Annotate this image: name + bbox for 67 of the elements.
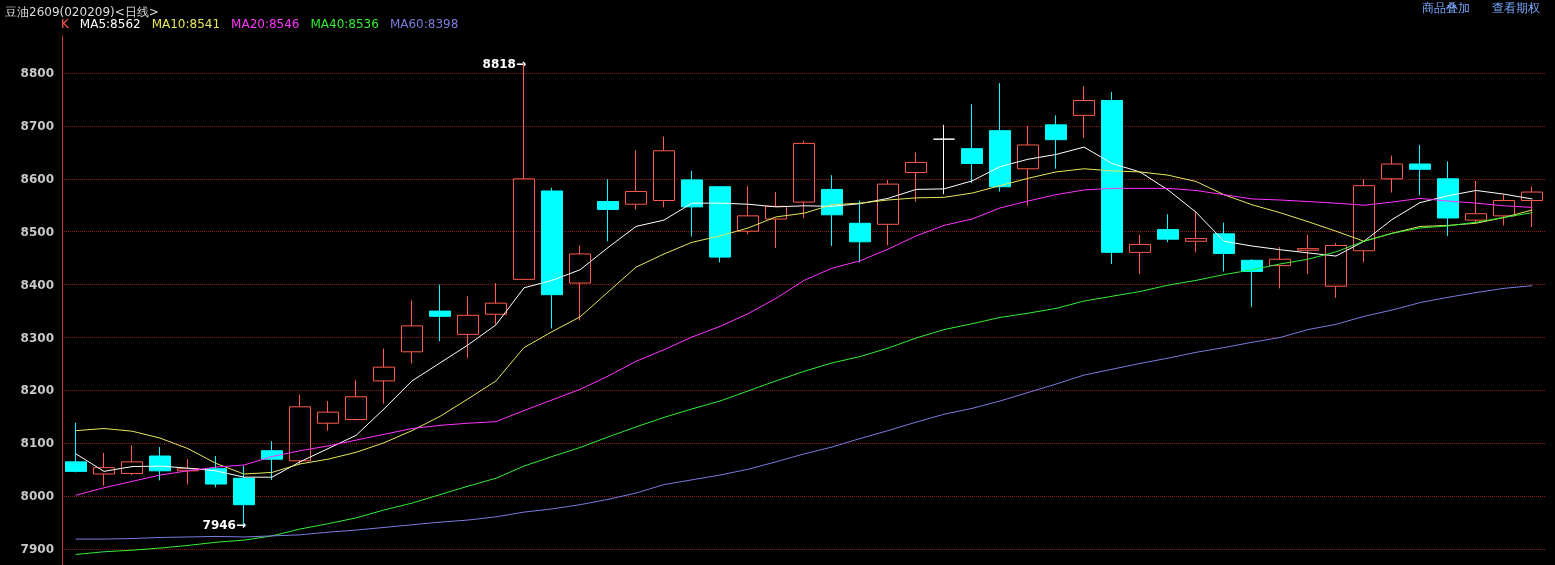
candlestick bbox=[597, 178, 619, 242]
candlestick bbox=[457, 295, 479, 359]
candlestick bbox=[1465, 180, 1487, 224]
candlestick bbox=[1353, 178, 1375, 263]
candlestick bbox=[625, 149, 647, 211]
y-tick-label: 8400 bbox=[20, 277, 54, 292]
candlestick bbox=[1213, 222, 1235, 272]
candlestick bbox=[121, 444, 143, 476]
candlestick bbox=[1269, 246, 1291, 289]
candlestick bbox=[1017, 125, 1039, 207]
text: MA40:8536 bbox=[310, 17, 379, 31]
y-tick-label: 8000 bbox=[20, 489, 54, 504]
text: MA5:8562 bbox=[79, 17, 141, 31]
candlestick bbox=[737, 185, 759, 235]
candlestick bbox=[401, 300, 423, 364]
y-tick-label: 8100 bbox=[20, 436, 54, 451]
candlestick bbox=[1437, 160, 1459, 237]
candlestick bbox=[821, 174, 843, 247]
candlestick bbox=[793, 140, 815, 219]
candlestick bbox=[961, 103, 983, 184]
text: 商品叠加 bbox=[1422, 1, 1470, 15]
candlestick bbox=[345, 379, 367, 422]
annotation: 7946→ bbox=[202, 517, 246, 532]
candlestick bbox=[849, 200, 871, 263]
candlestick bbox=[485, 282, 507, 325]
chart-title: 豆油2609(020209)<日线> bbox=[5, 5, 159, 19]
candlestick bbox=[905, 151, 927, 203]
candlestick bbox=[1493, 194, 1515, 226]
candlestick bbox=[653, 136, 675, 208]
candlestick bbox=[1101, 91, 1123, 265]
text: MA20:8546 bbox=[231, 17, 300, 31]
candlestick bbox=[681, 170, 703, 237]
candlestick bbox=[149, 446, 171, 481]
text: 查看期权 bbox=[1492, 1, 1540, 15]
text: MA60:8398 bbox=[389, 17, 459, 31]
line-series bbox=[75, 285, 1533, 540]
candlestick bbox=[1185, 211, 1207, 253]
candlestick bbox=[177, 458, 199, 486]
y-tick-label: 8500 bbox=[20, 224, 54, 239]
candlestick bbox=[541, 187, 563, 330]
y-tick-label: 8800 bbox=[20, 66, 54, 81]
candlestick bbox=[709, 185, 731, 263]
candlestick bbox=[65, 422, 87, 473]
candlestick bbox=[1521, 186, 1543, 228]
annotation: 8818→ bbox=[482, 56, 526, 71]
candlestick bbox=[1381, 155, 1403, 194]
y-tick-label: 8700 bbox=[20, 118, 54, 133]
candlestick bbox=[317, 400, 339, 432]
candlestick bbox=[1129, 234, 1151, 275]
y-tick-label: 8600 bbox=[20, 171, 54, 186]
candlestick bbox=[989, 82, 1011, 193]
candlestick bbox=[373, 348, 395, 405]
candlestick bbox=[1073, 85, 1095, 139]
candlestick bbox=[429, 284, 451, 342]
candlestick bbox=[205, 455, 227, 488]
candlestick bbox=[1157, 213, 1179, 243]
y-tick-label: 8200 bbox=[20, 383, 54, 398]
candlestick bbox=[1409, 144, 1431, 196]
candlestick bbox=[1045, 114, 1067, 170]
y-tick-label: 7900 bbox=[20, 542, 54, 557]
text: MA10:8541 bbox=[151, 17, 221, 31]
line-series bbox=[75, 212, 1533, 555]
candlestick bbox=[877, 179, 899, 246]
candlestick bbox=[1325, 242, 1347, 299]
y-tick-label: 8300 bbox=[20, 330, 54, 345]
candlestick bbox=[1297, 234, 1319, 275]
text: K bbox=[61, 17, 70, 31]
